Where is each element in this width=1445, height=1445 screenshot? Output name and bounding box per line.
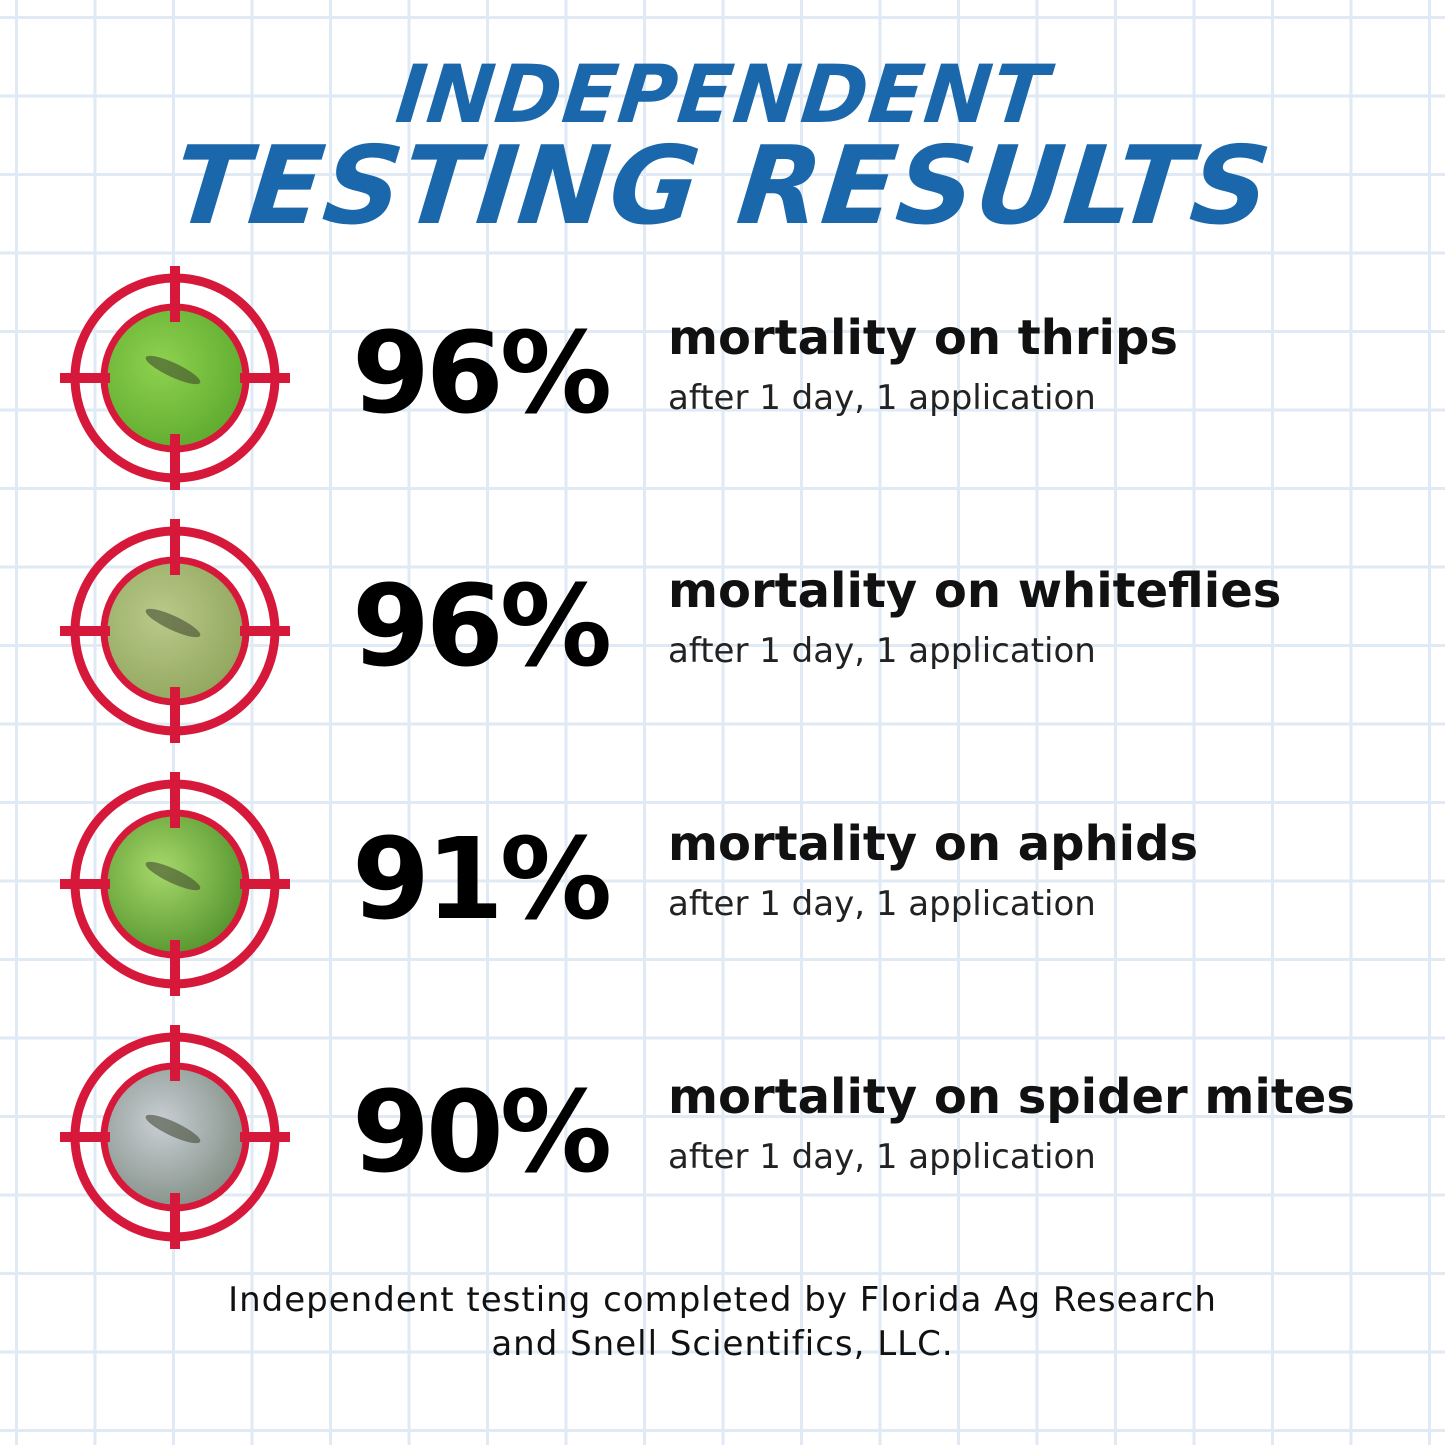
mortality-percent: 91% (351, 815, 612, 945)
mortality-percent: 96% (351, 309, 612, 439)
mortality-detail: after 1 day, 1 application (668, 631, 1096, 671)
mortality-label: mortality on spider mites (668, 1069, 1355, 1125)
mortality-label: mortality on aphids (668, 816, 1199, 872)
target-crosshair-icon (60, 1025, 290, 1249)
mortality-detail: after 1 day, 1 application (668, 884, 1096, 924)
mortality-detail: after 1 day, 1 application (668, 1137, 1096, 1177)
mortality-percent: 96% (351, 562, 612, 692)
mortality-percent: 90% (351, 1068, 612, 1198)
result-row: 90% mortality on spider mites after 1 da… (0, 1017, 1445, 1257)
mortality-label: mortality on whiteflies (668, 563, 1282, 619)
mortality-label: mortality on thrips (668, 310, 1178, 366)
target-crosshair-icon (60, 519, 290, 743)
target-crosshair-icon (60, 266, 290, 490)
result-row: 96% mortality on thrips after 1 day, 1 a… (0, 258, 1445, 498)
title-line-2: TESTING RESULTS (168, 124, 1277, 249)
target-crosshair-icon (60, 772, 290, 996)
footer-line-1: Independent testing completed by Florida… (228, 1280, 1217, 1320)
result-row: 91% mortality on aphids after 1 day, 1 a… (0, 764, 1445, 1004)
footer-line-2: and Snell Scientifics, LLC. (491, 1324, 954, 1364)
result-row: 96% mortality on whiteflies after 1 day,… (0, 511, 1445, 751)
mortality-detail: after 1 day, 1 application (668, 378, 1096, 418)
